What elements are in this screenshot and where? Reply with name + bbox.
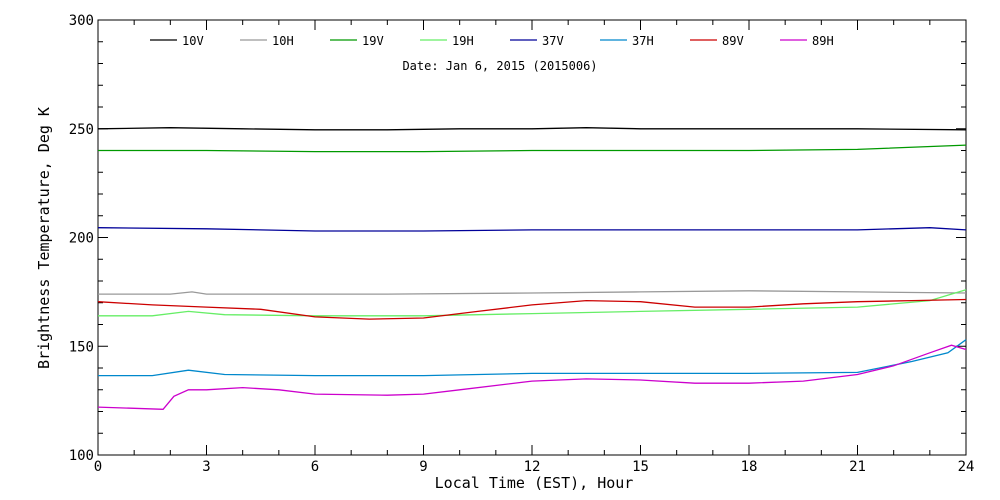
y-axis-title: Brightness Temperature, Deg K: [35, 107, 53, 369]
y-tick-label: 250: [69, 122, 94, 138]
axis-ticks: [97, 19, 967, 456]
series-line-19h: [98, 289, 967, 317]
series-line-89h: [97, 344, 967, 410]
y-tick-label: 300: [69, 13, 94, 29]
series-lines: [97, 127, 967, 410]
series-line-10h: [98, 290, 967, 295]
x-tick-label: 24: [958, 459, 975, 475]
legend-label-89h: 89H: [812, 34, 834, 48]
series-line-19v: [98, 144, 967, 153]
x-tick-label: 21: [849, 459, 866, 475]
y-tick-label: 200: [69, 231, 94, 247]
chart-subtitle: Date: Jan 6, 2015 (2015006): [402, 59, 597, 73]
x-tick-label: 6: [311, 459, 319, 475]
x-tick-label: 3: [202, 459, 210, 475]
legend-label-37v: 37V: [542, 34, 564, 48]
legend: 10V 10H 19V 19H 37V 37H 89V 89H: [150, 34, 834, 48]
series-line-89v: [97, 298, 967, 320]
x-tick-label: 15: [632, 459, 649, 475]
x-tick-label: 18: [741, 459, 758, 475]
x-tick-label: 0: [94, 459, 102, 475]
legend-label-89v: 89V: [722, 34, 744, 48]
x-tick-label: 12: [524, 459, 541, 475]
x-tick-label: 9: [419, 459, 427, 475]
y-tick-label: 150: [69, 339, 94, 355]
series-line-10v: [97, 127, 967, 131]
legend-label-10h: 10H: [272, 34, 294, 48]
legend-label-10v: 10V: [182, 34, 204, 48]
axis-tick-labels: 0 3 6 9 12 15 18 21 24 100 150 200 250 300: [69, 13, 975, 475]
y-tick-label: 100: [69, 448, 94, 464]
legend-label-19v: 19V: [362, 34, 384, 48]
legend-label-19h: 19H: [452, 34, 474, 48]
x-axis-title: Local Time (EST), Hour: [435, 474, 634, 492]
series-line-37v: [97, 227, 967, 232]
series-line-37h: [98, 339, 967, 377]
legend-label-37h: 37H: [632, 34, 654, 48]
plot-frame: [97, 19, 967, 456]
